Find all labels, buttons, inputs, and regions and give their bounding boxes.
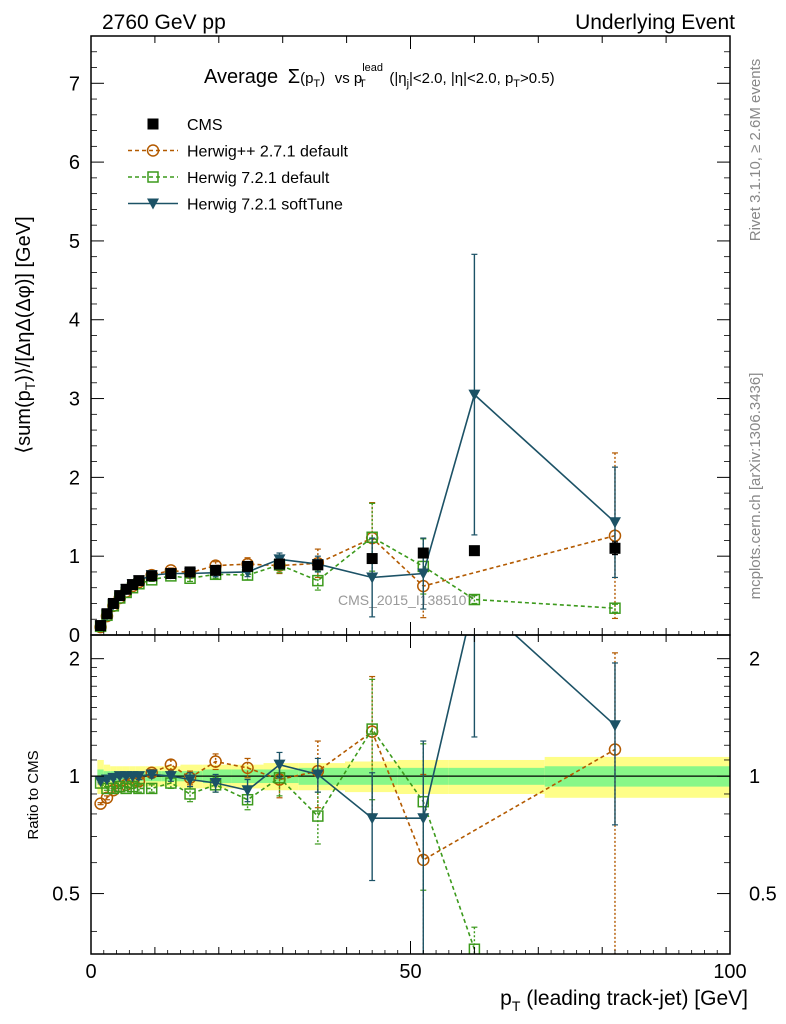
main-y-tick-label: 7 (69, 73, 80, 95)
main-point-cms (274, 558, 286, 570)
main-point-cms (146, 570, 158, 582)
main-point-cms (366, 553, 378, 565)
legend-item-herwig721: Herwig 7.2.1 default (128, 170, 330, 187)
main-point-cms (165, 568, 177, 580)
ratio-y-axis-label: Ratio to CMS (25, 750, 42, 839)
legend: CMS Herwig++ 2.7.1 default Herwig 7.2.1 de… (128, 117, 349, 214)
main-y-tick-label: 1 (69, 546, 80, 568)
ratio-point-softtune (273, 759, 286, 771)
main-y-axis-label: ⟨sum(pT)⟩/[ΔηΔ(Δφ)] [GeV] (13, 216, 38, 453)
main-series-herwig721 (94, 502, 621, 633)
ratio-point-softtune (417, 813, 430, 825)
ratio-point-herwigpp (209, 755, 222, 768)
ratio-panel (94, 635, 622, 954)
ratio-y-tick-label: 0.5 (52, 884, 80, 906)
main-y-tick-label: 5 (69, 231, 80, 253)
x-tick-label: 0 (85, 961, 96, 983)
main-point-softtune (417, 568, 430, 580)
main-point-cms (609, 542, 621, 554)
main-point-cms (184, 566, 196, 578)
legend-marker-herwig721 (147, 171, 159, 183)
ratio-point-herwig721 (366, 723, 378, 735)
ratio-point-softtune (132, 771, 145, 783)
ratio-point-softtune (608, 720, 621, 732)
main-point-cms (101, 608, 113, 620)
ratio-series-softtune (94, 635, 621, 954)
ratio-point-softtune (184, 774, 197, 786)
ratio-point-softtune (145, 769, 158, 781)
main-line-herwig721 (99, 536, 616, 627)
legend-label-herwig721: Herwig 7.2.1 default (187, 170, 330, 187)
ratio-y-tick-label-right: 2 (749, 649, 760, 671)
legend-label-softtune: Herwig 7.2.1 softTune (187, 197, 343, 214)
rivet-label: Rivet 3.1.10, ≥ 2.6M events (747, 59, 764, 242)
ratio-point-herwig721 (184, 788, 196, 800)
legend-marker-softtune (147, 198, 159, 210)
ratio-y-tick-label: 2 (69, 649, 80, 671)
main-point-softtune (366, 572, 379, 584)
ratio-point-herwigpp (164, 758, 178, 771)
ratio-point-softtune (241, 785, 254, 797)
main-y-tick-label: 6 (69, 152, 80, 174)
legend-label-cms: CMS (187, 117, 223, 134)
plot-title: Average Σ(pT) vs plead T (|ηj|<2.0, |η|<2… (204, 62, 555, 92)
ratio-series-herwig721 (94, 678, 481, 954)
main-point-cms (107, 597, 119, 609)
ratio-point-herwig721 (145, 782, 158, 795)
header-left-title: 2760 GeV pp (102, 11, 226, 34)
x-axis-label: pT (leading track-jet) [GeV] (500, 987, 748, 1014)
main-point-softtune (468, 389, 481, 401)
axes: 0 50 100 0 1 2 3 4 5 6 7 0.5 0.5 1 1 2 2 (52, 35, 777, 983)
watermark: CMS_2015_I1385107 (338, 592, 474, 608)
main-point-cms (417, 547, 429, 559)
ratio-y-tick-label-right: 1 (749, 766, 760, 788)
main-point-herwig721 (312, 574, 324, 587)
main-point-cms (210, 564, 222, 576)
main-y-tick-label: 4 (69, 310, 80, 332)
main-point-cms (120, 583, 132, 595)
main-point-softtune (608, 517, 621, 529)
ratio-point-softtune (164, 771, 177, 783)
main-point-cms (242, 560, 254, 572)
ratio-point-herwig721 (133, 782, 145, 795)
ratio-line-herwigpp (100, 730, 616, 862)
main-point-herwig721 (468, 593, 481, 606)
main-point-cms (127, 579, 139, 591)
legend-label-herwigpp: Herwig++ 2.7.1 default (187, 144, 349, 161)
main-y-tick-label: 0 (69, 625, 80, 647)
main-point-cms (133, 575, 145, 587)
x-tick-label: 100 (713, 961, 746, 983)
legend-marker-herwigpp (146, 144, 160, 157)
ratio-point-herwig721 (312, 810, 324, 822)
ratio-y-tick-label: 1 (69, 766, 80, 788)
ratio-point-herwigpp (100, 791, 114, 805)
main-point-cms (95, 620, 107, 632)
legend-item-cms: CMS (147, 117, 223, 134)
ratio-point-softtune (311, 769, 324, 781)
mcplots-label: mcplots.cern.ch [arXiv:1306.3436] (747, 373, 764, 600)
ratio-point-herwig721 (468, 943, 481, 954)
ratio-point-herwigpp (241, 761, 254, 775)
main-line-herwigpp (99, 534, 616, 628)
main-point-cms (114, 590, 126, 602)
main-point-cms (312, 559, 324, 571)
main-point-herwig721 (609, 602, 621, 614)
legend-item-softtune: Herwig 7.2.1 softTune (128, 197, 343, 214)
legend-item-herwigpp: Herwig++ 2.7.1 default (128, 144, 349, 161)
main-y-tick-label: 2 (69, 467, 80, 489)
main-line-softtune (99, 393, 616, 626)
main-y-tick-label: 3 (69, 389, 80, 411)
header-right-title: Underlying Event (575, 11, 735, 34)
ratio-y-tick-label-right: 0.5 (749, 884, 777, 906)
main-point-cms (468, 545, 480, 557)
ratio-point-softtune (209, 778, 222, 790)
main-series-cms (95, 541, 621, 632)
x-tick-label: 50 (399, 961, 421, 983)
main-panel (94, 253, 622, 634)
ratio-reference-band (91, 756, 730, 798)
ratio-series-herwigpp (94, 652, 622, 954)
ratio-point-softtune (366, 813, 379, 825)
legend-marker-cms (147, 118, 159, 130)
